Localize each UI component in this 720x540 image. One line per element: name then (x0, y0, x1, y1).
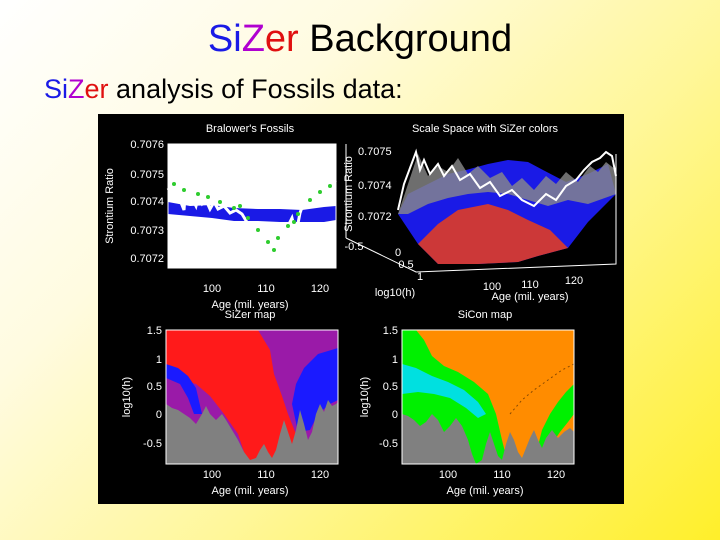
panel4-xlabel: Age (mil. years) (446, 485, 523, 497)
panel1-data-points (172, 182, 332, 252)
panel1-ytick-1: 0.7075 (130, 169, 164, 181)
panel2-data-ridge (397, 148, 617, 211)
panel3-ytick-2: 0.5 (147, 381, 162, 393)
panel2-xtick-1: 110 (521, 279, 539, 291)
panel4-xtick-0: 100 (439, 469, 457, 481)
subtitle-z: Z (68, 74, 85, 104)
panel1-ytick-0: 0.7076 (130, 139, 164, 151)
sizer-gray-region (166, 400, 338, 464)
panel2-ylabel: Strontium Ratio (343, 156, 355, 232)
panel2-axes (345, 144, 617, 273)
panel1-ytick-4: 0.7072 (130, 253, 164, 265)
panel2-ztick-0: 0.7075 (358, 146, 392, 158)
sizer-blue-right-region (292, 348, 338, 432)
subtitle-si: Si (44, 74, 69, 104)
panel2-ztick-2: 0.7072 (358, 211, 392, 223)
panel4-ytick-1: 1 (392, 354, 398, 366)
panel3-ytick-4: -0.5 (143, 438, 162, 450)
panel4-ytick-2: 0.5 (383, 381, 398, 393)
panel3-ytick-0: 1.5 (147, 325, 162, 337)
sicon-cyan-region (402, 364, 486, 418)
panel1-ylabel: Strontium Ratio (104, 168, 116, 244)
panel1-xtick-0: 100 (203, 283, 221, 295)
panel3-title: SiZer map (225, 309, 276, 321)
panel3-xtick-2: 120 (311, 469, 329, 481)
panel2-ztick-1: 0.7074 (358, 180, 392, 192)
panel2-htick-2: 0.5 (398, 259, 413, 271)
panel4-ylabel: log10(h) (359, 377, 371, 417)
panel1-ytick-2: 0.7074 (130, 196, 164, 208)
slide-title: SiZer Background (0, 16, 720, 62)
panel-scale-space: Scale Space with SiZer colors -0.5 0 0.5… (343, 123, 617, 303)
panel3-xtick-0: 100 (203, 469, 221, 481)
panel1-title: Bralower's Fossils (206, 123, 295, 135)
sizer-blue-left-region (166, 364, 202, 414)
panel3-ylabel: log10(h) (121, 377, 133, 417)
subtitle-rest: analysis of Fossils data: (108, 74, 403, 104)
title-si: Si (207, 18, 242, 60)
sicon-green-right-region (538, 384, 574, 454)
panel3-xtick-1: 110 (257, 469, 275, 481)
panel-sizer-map: SiZer map log10(h) 1.5 1 0.5 0 -0.5 100 … (121, 309, 339, 497)
panel4-xtick-1: 110 (493, 469, 511, 481)
panel2-surface-red (418, 204, 568, 264)
panel1-ytick-3: 0.7073 (130, 225, 164, 237)
panel2-hlabel: log10(h) (375, 287, 415, 299)
title-er: er (264, 18, 299, 60)
panel4-ytick-4: -0.5 (379, 438, 398, 450)
panel1-data-line (166, 143, 337, 261)
subtitle-er: er (84, 74, 109, 104)
figure-svg: Bralower's Fossils Strontium Ratio 0.707… (104, 123, 617, 497)
panel3-ytick-1: 1 (156, 354, 162, 366)
panel2-xtick-0: 100 (483, 281, 501, 293)
panel1-xtick-2: 120 (311, 283, 329, 295)
panel2-htick-0: -0.5 (345, 241, 364, 253)
panel2-xlabel: Age (mil. years) (491, 291, 568, 303)
title-z: Z (241, 18, 265, 60)
sicon-dashed-curve (509, 363, 575, 415)
panel2-htick-3: 1 (417, 271, 423, 283)
panel2-title: Scale Space with SiZer colors (412, 123, 559, 135)
panel-sicon-map: SiCon map log10(h) 1.5 1 0.5 0 -0.5 100 … (359, 309, 575, 497)
panel2-surface-gray (398, 154, 616, 214)
panel1-xtick-1: 110 (257, 283, 275, 295)
panel3-xlabel: Age (mil. years) (211, 485, 288, 497)
slide-subtitle: SiZer analysis of Fossils data: (44, 72, 403, 106)
panel2-xtick-2: 120 (565, 275, 583, 287)
sizer-red-region (166, 330, 302, 464)
sizer-figure: Bralower's Fossils Strontium Ratio 0.707… (98, 114, 624, 504)
panel4-ytick-0: 1.5 (383, 325, 398, 337)
title-rest: Background (298, 18, 513, 60)
sicon-gray-region (402, 414, 574, 464)
panel4-xtick-2: 120 (547, 469, 565, 481)
panel-fossils: Bralower's Fossils Strontium Ratio 0.707… (104, 123, 337, 311)
panel4-title: SiCon map (458, 309, 512, 321)
panel2-htick-1: 0 (395, 247, 401, 259)
panel4-ytick-3: 0 (392, 409, 398, 421)
panel3-ytick-3: 0 (156, 409, 162, 421)
panel1-xlabel: Age (mil. years) (211, 299, 288, 311)
